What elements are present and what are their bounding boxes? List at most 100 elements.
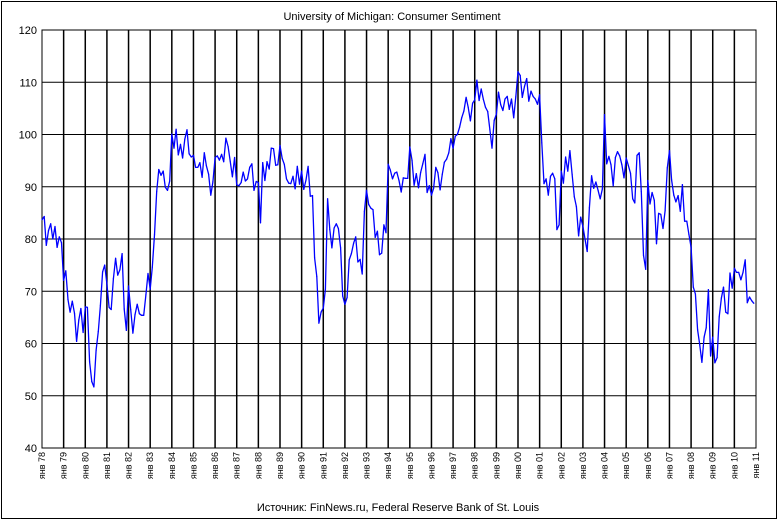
data-point xyxy=(316,276,318,278)
data-point xyxy=(162,170,164,172)
data-point xyxy=(649,203,651,205)
data-point xyxy=(171,133,173,135)
data-point xyxy=(562,182,565,184)
data-point xyxy=(277,164,279,166)
data-point xyxy=(478,99,480,102)
x-tick-label: янв 96 xyxy=(426,452,436,479)
data-point xyxy=(433,187,435,189)
data-point xyxy=(718,316,720,318)
data-point xyxy=(387,163,389,165)
data-point xyxy=(712,336,714,338)
data-point xyxy=(151,266,153,268)
x-tick-label: янв 98 xyxy=(470,452,480,479)
data-point xyxy=(567,170,569,172)
data-point xyxy=(270,147,272,149)
data-point xyxy=(484,106,487,108)
data-point xyxy=(420,172,422,174)
data-point xyxy=(95,349,97,351)
data-point xyxy=(686,220,688,222)
data-point xyxy=(634,202,636,204)
data-point xyxy=(376,230,378,232)
data-point xyxy=(751,300,753,302)
data-point xyxy=(145,294,147,296)
data-point xyxy=(355,236,357,238)
x-tick-label: янв 09 xyxy=(708,452,718,479)
data-point xyxy=(443,161,445,163)
data-point xyxy=(372,209,374,211)
data-point xyxy=(601,188,604,190)
x-tick-label: янв 87 xyxy=(232,452,242,479)
data-point xyxy=(108,306,110,308)
data-point xyxy=(575,206,578,208)
x-tick-label: янв 07 xyxy=(664,452,674,479)
data-point xyxy=(279,144,281,147)
data-point xyxy=(424,153,426,155)
data-point xyxy=(223,161,225,163)
data-point xyxy=(121,253,123,255)
data-point xyxy=(134,314,136,316)
data-point xyxy=(218,159,220,161)
data-point xyxy=(539,94,541,96)
data-point xyxy=(268,168,270,170)
data-point xyxy=(610,164,612,166)
data-point xyxy=(415,173,417,175)
data-point xyxy=(519,74,521,77)
data-point xyxy=(731,287,733,289)
data-point xyxy=(353,242,355,244)
data-point xyxy=(469,120,471,122)
data-point xyxy=(89,361,91,363)
data-point xyxy=(456,133,458,136)
data-point xyxy=(504,98,506,100)
data-point xyxy=(236,184,238,186)
data-point xyxy=(45,244,47,246)
data-point xyxy=(710,355,712,357)
data-point xyxy=(404,177,407,179)
x-tick-label: янв 94 xyxy=(383,452,393,479)
data-point xyxy=(541,142,543,144)
data-point xyxy=(476,79,478,81)
x-tick-label: янв 85 xyxy=(188,452,198,479)
data-point xyxy=(740,279,742,281)
data-point xyxy=(132,332,134,334)
data-point xyxy=(437,172,439,174)
data-point xyxy=(426,191,428,194)
data-point xyxy=(497,91,500,93)
data-point xyxy=(231,176,233,178)
x-tick-label: янв 05 xyxy=(621,452,631,479)
data-point xyxy=(653,199,655,201)
data-point xyxy=(205,165,207,167)
data-point xyxy=(71,300,73,302)
data-point xyxy=(331,247,333,249)
data-point xyxy=(203,152,205,154)
data-point xyxy=(104,264,106,266)
y-tick-label: 120 xyxy=(19,25,37,37)
data-point xyxy=(612,185,614,187)
data-point xyxy=(638,152,640,154)
data-point xyxy=(182,157,184,159)
data-point xyxy=(491,147,493,149)
data-point xyxy=(281,157,283,160)
data-point xyxy=(569,150,571,152)
data-point xyxy=(156,190,158,193)
data-point xyxy=(534,98,536,100)
data-point xyxy=(216,155,218,157)
data-point xyxy=(480,88,482,90)
data-point xyxy=(242,171,244,173)
data-point xyxy=(396,171,398,173)
data-point xyxy=(571,173,573,175)
data-point xyxy=(378,254,381,256)
data-point xyxy=(629,172,632,174)
data-point xyxy=(140,314,143,316)
data-point xyxy=(616,151,619,153)
data-point xyxy=(677,195,679,197)
data-point xyxy=(337,227,339,230)
x-tick-label: янв 83 xyxy=(145,452,155,479)
data-point xyxy=(238,185,240,187)
data-point xyxy=(640,190,642,193)
x-tick-label: янв 10 xyxy=(729,452,739,479)
data-point xyxy=(320,311,322,313)
data-point xyxy=(608,155,610,157)
data-point xyxy=(50,223,52,225)
series-group xyxy=(41,71,755,388)
